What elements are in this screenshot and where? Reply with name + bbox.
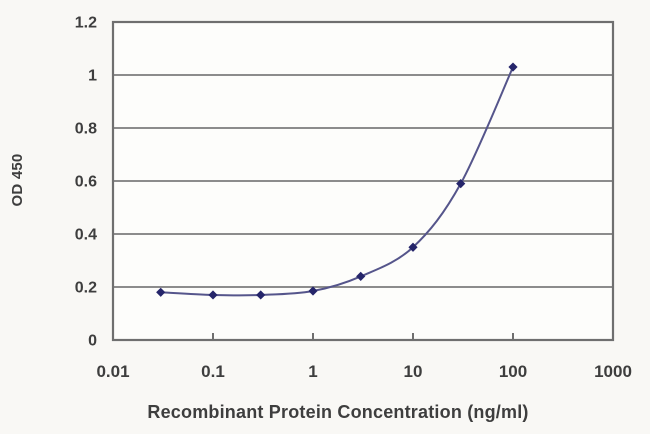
x-axis-tick-marks xyxy=(212,333,514,339)
x-tick-label: 1000 xyxy=(594,362,632,381)
y-tick-label: 1 xyxy=(88,68,97,85)
x-tick-label: 0.01 xyxy=(96,362,129,381)
y-tick-label: 1.2 xyxy=(75,15,97,32)
data-point-markers xyxy=(156,62,518,300)
x-tick-label: 10 xyxy=(404,362,423,381)
x-axis-tick-labels: 0.01 0.1 1 10 100 1000 xyxy=(96,362,631,381)
y-tick-label: 0.8 xyxy=(75,121,97,138)
series-line xyxy=(159,66,514,297)
data-point-marker xyxy=(508,62,518,72)
y-tick-label: 0.6 xyxy=(75,174,97,191)
x-tick-label: 0.1 xyxy=(201,362,225,381)
data-point-marker xyxy=(256,290,266,300)
data-point-marker xyxy=(156,287,166,297)
y-tick-label: 0 xyxy=(88,333,97,350)
data-point-marker xyxy=(456,179,466,189)
gridlines xyxy=(113,74,613,288)
plot-frame xyxy=(111,20,615,342)
data-point-marker xyxy=(208,290,218,300)
data-point-marker xyxy=(356,271,366,281)
data-point-marker xyxy=(408,242,418,252)
y-tick-label: 0.2 xyxy=(75,280,97,297)
y-axis-tick-labels: 0 0.2 0.4 0.6 0.8 1 1.2 xyxy=(75,15,97,350)
y-tick-label: 0.4 xyxy=(75,227,97,244)
y-axis-title: OD 450 xyxy=(9,154,26,207)
x-tick-label: 1 xyxy=(308,362,317,381)
x-tick-label: 100 xyxy=(499,362,527,381)
data-point-marker xyxy=(308,286,318,296)
x-axis-title: Recombinant Protein Concentration (ng/ml… xyxy=(147,402,528,422)
